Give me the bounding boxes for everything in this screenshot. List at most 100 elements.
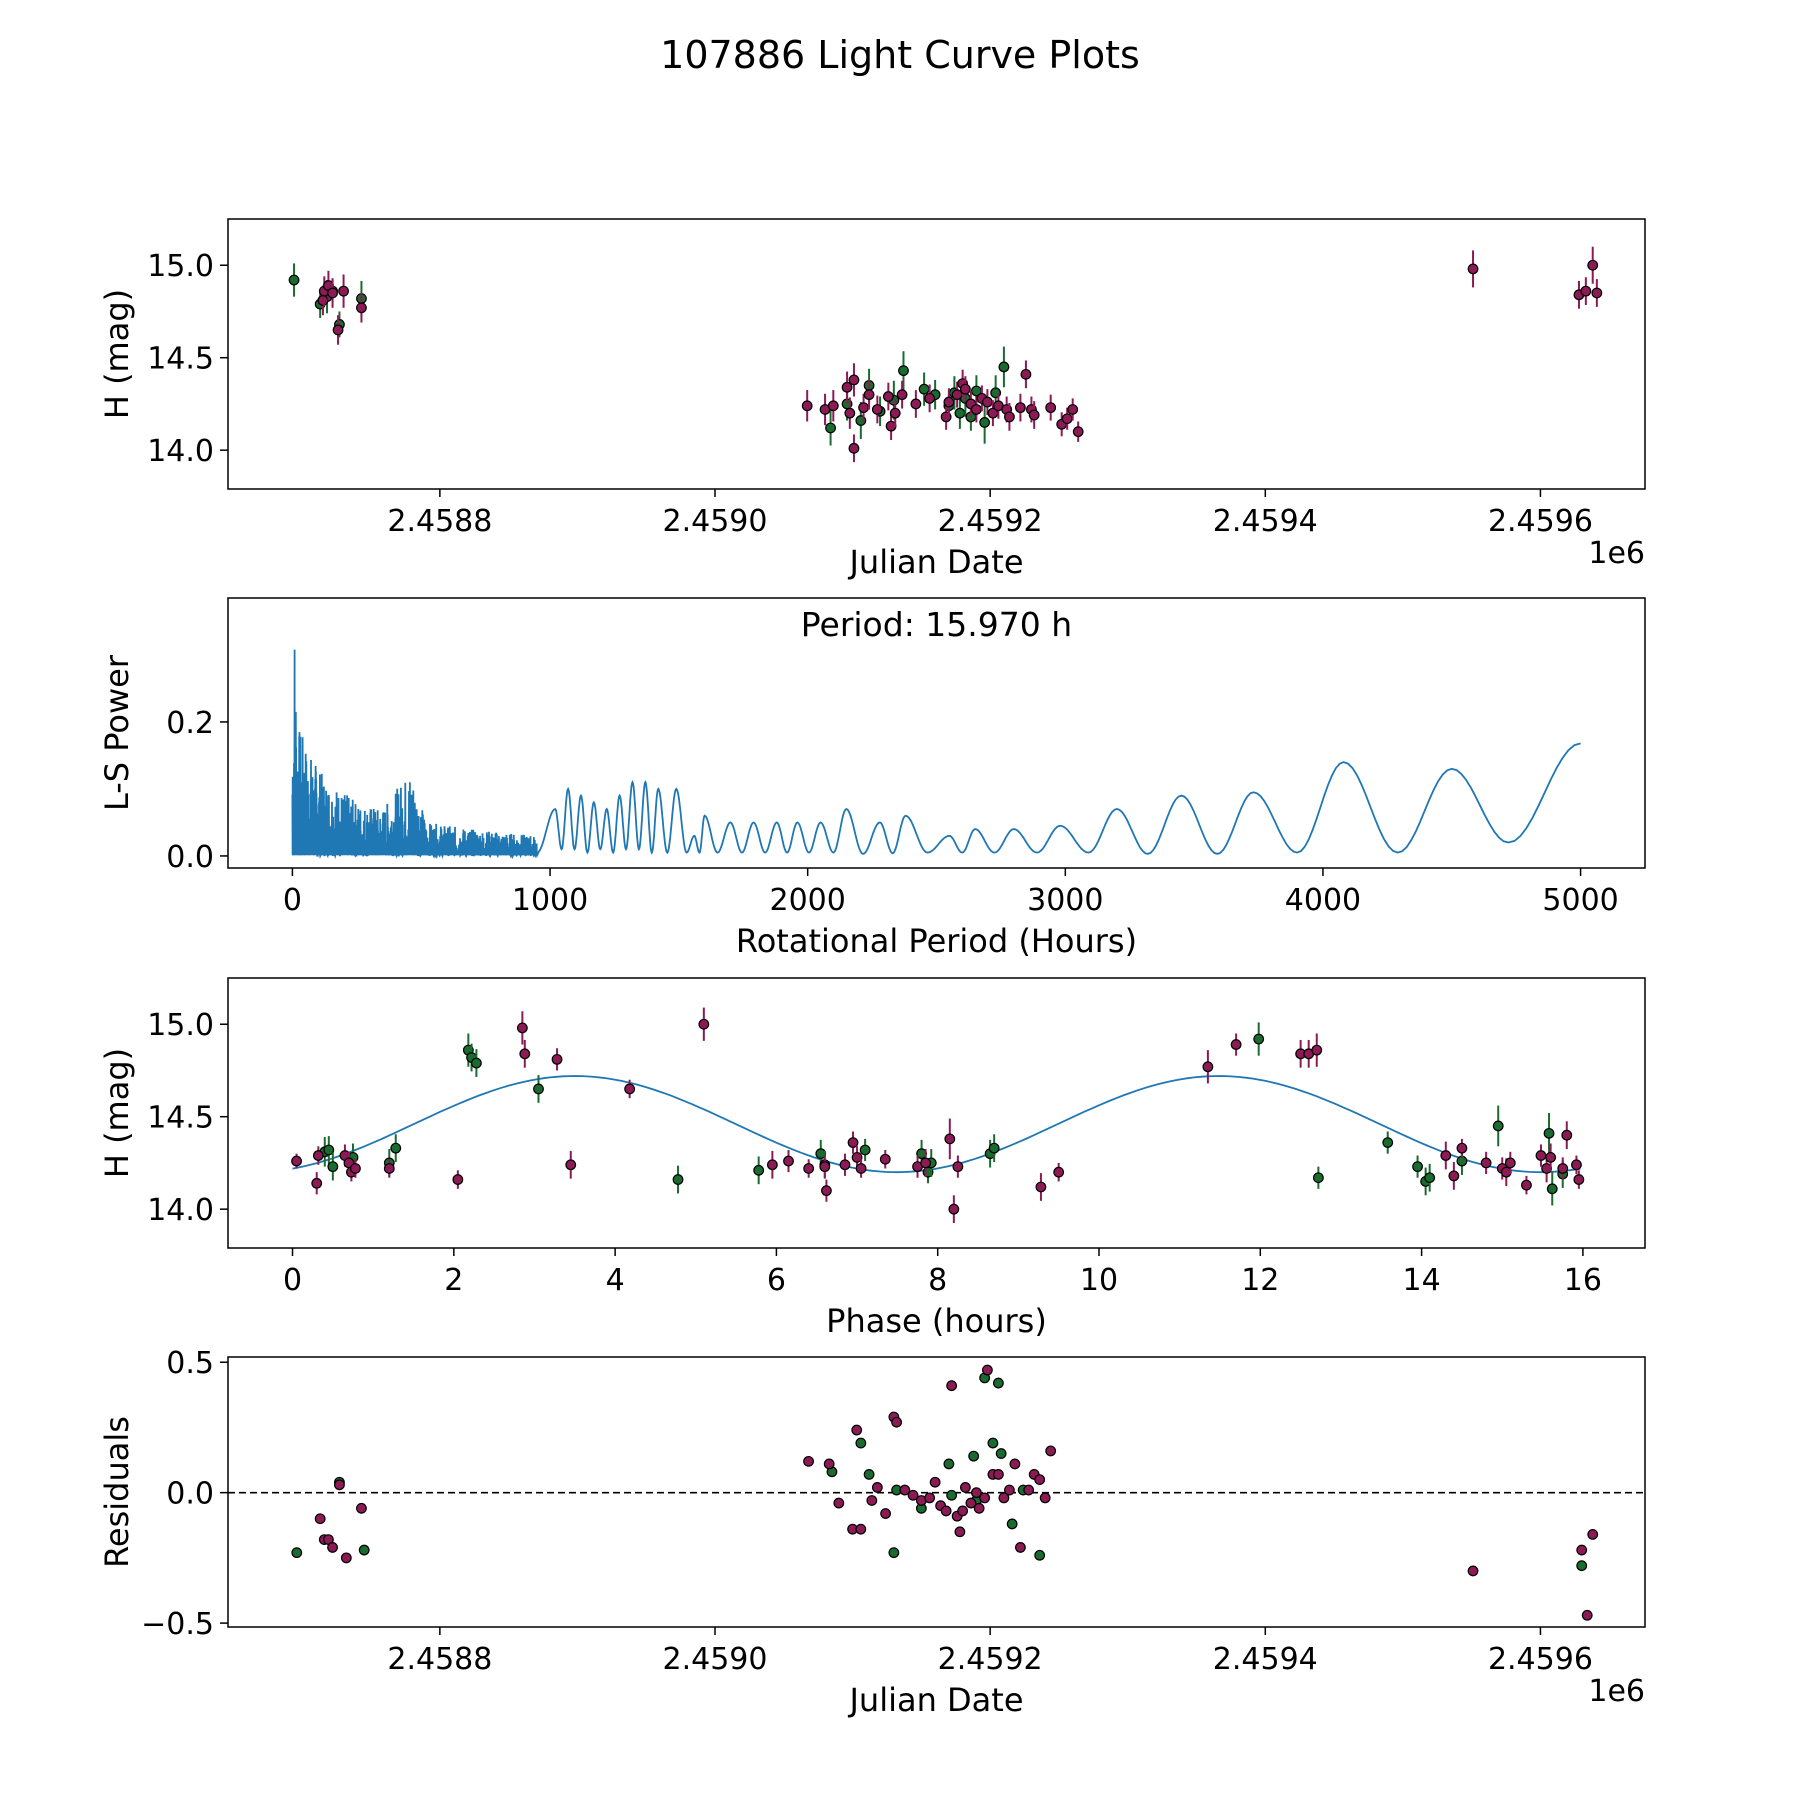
magenta-data-point	[982, 1364, 993, 1376]
magenta-data-point	[1545, 1151, 1557, 1163]
green-data-point	[672, 1174, 684, 1185]
y-tick-label: 14.5	[147, 342, 214, 377]
phase-folded-y-axis-label: H (mag)	[98, 1048, 136, 1178]
y-tick-label: 0.0	[166, 1477, 214, 1512]
magenta-data-point	[1039, 1492, 1051, 1504]
magenta-data-point	[993, 1468, 1004, 1480]
magenta-data-point	[841, 381, 853, 393]
magenta-data-point	[332, 324, 344, 336]
magenta-data-point	[848, 374, 860, 386]
green-data-point	[993, 1377, 1004, 1389]
periodogram-y-axis-label: L-S Power	[98, 654, 136, 811]
periodogram-line	[291, 649, 1581, 859]
x-tick-label: 2.4596	[1488, 504, 1593, 539]
magenta-data-point	[1440, 1150, 1452, 1161]
magenta-data-point	[803, 1163, 815, 1174]
green-data-point	[855, 1437, 867, 1449]
green-data-point	[825, 422, 836, 434]
magenta-data-point	[327, 287, 338, 299]
magenta-data-point	[519, 1048, 531, 1060]
x-tick-label: 14	[1403, 1263, 1441, 1298]
green-data-point	[1382, 1137, 1394, 1148]
magenta-data-point	[1230, 1039, 1242, 1050]
magenta-data-point	[1591, 287, 1603, 299]
magenta-data-point	[565, 1159, 577, 1171]
green-data-point	[1546, 1183, 1558, 1195]
y-tick-label: 14.0	[147, 434, 214, 469]
magenta-data-point	[871, 1482, 883, 1493]
magenta-data-point	[1061, 413, 1073, 425]
magenta-data-point	[1020, 368, 1032, 380]
magenta-data-point	[833, 1497, 845, 1509]
phase-folded-plot-area	[291, 1007, 1585, 1224]
green-data-point	[390, 1142, 402, 1154]
magenta-data-point	[1573, 1174, 1585, 1185]
magenta-data-point	[844, 407, 856, 419]
green-data-point	[918, 383, 930, 395]
magenta-data-point	[801, 400, 813, 412]
magenta-data-point	[1004, 1484, 1015, 1496]
magenta-data-point	[1571, 1159, 1582, 1171]
magenta-data-point	[452, 1174, 464, 1185]
magenta-data-point	[1557, 1163, 1569, 1174]
magenta-data-point	[1581, 1609, 1593, 1621]
magenta-data-point	[291, 1155, 302, 1167]
magenta-data-point	[866, 1495, 878, 1506]
magenta-data-point	[1580, 285, 1592, 297]
magenta-data-point	[998, 1492, 1010, 1504]
green-data-point	[988, 1142, 1000, 1154]
magenta-data-point	[356, 302, 367, 314]
magenta-data-point	[952, 1161, 964, 1173]
magenta-data-point	[516, 1022, 528, 1034]
residuals-panel: 2.4588 2.4590 2.4592 2.4594 2.4596 −0.5 0.0 0.5…	[98, 1346, 1646, 1719]
magenta-data-point	[979, 1492, 991, 1504]
x-tick-label: 2.4594	[1213, 504, 1318, 539]
green-data-point	[898, 365, 909, 377]
green-data-point	[979, 417, 991, 428]
magenta-data-point	[910, 398, 922, 410]
magenta-data-point	[1072, 426, 1084, 438]
green-data-point	[968, 1450, 980, 1462]
magenta-data-point	[1009, 1458, 1021, 1470]
light-curve-plot-area	[288, 246, 1603, 463]
magenta-data-point	[1561, 1129, 1573, 1141]
magenta-data-point	[920, 1157, 932, 1169]
magenta-data-point	[1004, 411, 1015, 423]
y-tick-label: −0.5	[141, 1607, 214, 1642]
periodogram-panel: 0 1000 2000 3000 4000 5000 0.0 0.2 Rotational Pe…	[98, 597, 1646, 960]
magenta-data-point	[880, 1508, 891, 1519]
green-data-point	[1576, 1560, 1588, 1572]
magenta-data-point	[821, 1185, 832, 1197]
magenta-data-point	[1035, 1181, 1047, 1193]
green-data-point	[943, 1458, 955, 1470]
magenta-data-point	[924, 1492, 936, 1504]
model-fit-curve	[292, 1075, 1581, 1174]
magenta-data-point	[311, 1177, 323, 1189]
magenta-data-point	[924, 392, 936, 404]
magenta-data-point	[871, 404, 883, 415]
magenta-data-point	[1028, 409, 1040, 421]
x-tick-label: 0	[283, 1263, 302, 1298]
light-curve-panel: 2.4588 2.4590 2.4592 2.4594 2.4596 14.0 14.5 15…	[98, 218, 1646, 581]
magenta-data-point	[827, 400, 839, 412]
green-data-point	[1424, 1172, 1436, 1184]
magenta-data-point	[1467, 1565, 1479, 1577]
magenta-data-point	[1587, 259, 1599, 271]
magenta-data-point	[1045, 1445, 1057, 1457]
x-tick-label: 2.4588	[387, 504, 492, 539]
x-tick-label: 4	[606, 1263, 625, 1298]
green-data-point	[753, 1164, 765, 1176]
x-tick-label: 12	[1241, 1263, 1279, 1298]
magenta-data-point	[340, 1552, 352, 1564]
magenta-data-point	[946, 1380, 958, 1392]
magenta-data-point	[1015, 1542, 1026, 1553]
green-data-point	[358, 1544, 370, 1556]
figure-title: 107886 Light Curve Plots	[660, 33, 1140, 77]
x-tick-label: 5000	[1542, 883, 1618, 918]
green-data-point	[859, 1144, 871, 1156]
magenta-data-point	[929, 1476, 941, 1488]
magenta-data-point	[891, 1416, 903, 1428]
light-curve-x-axis-label: Julian Date	[847, 543, 1023, 581]
x-tick-label: 2.4596	[1488, 1642, 1593, 1677]
